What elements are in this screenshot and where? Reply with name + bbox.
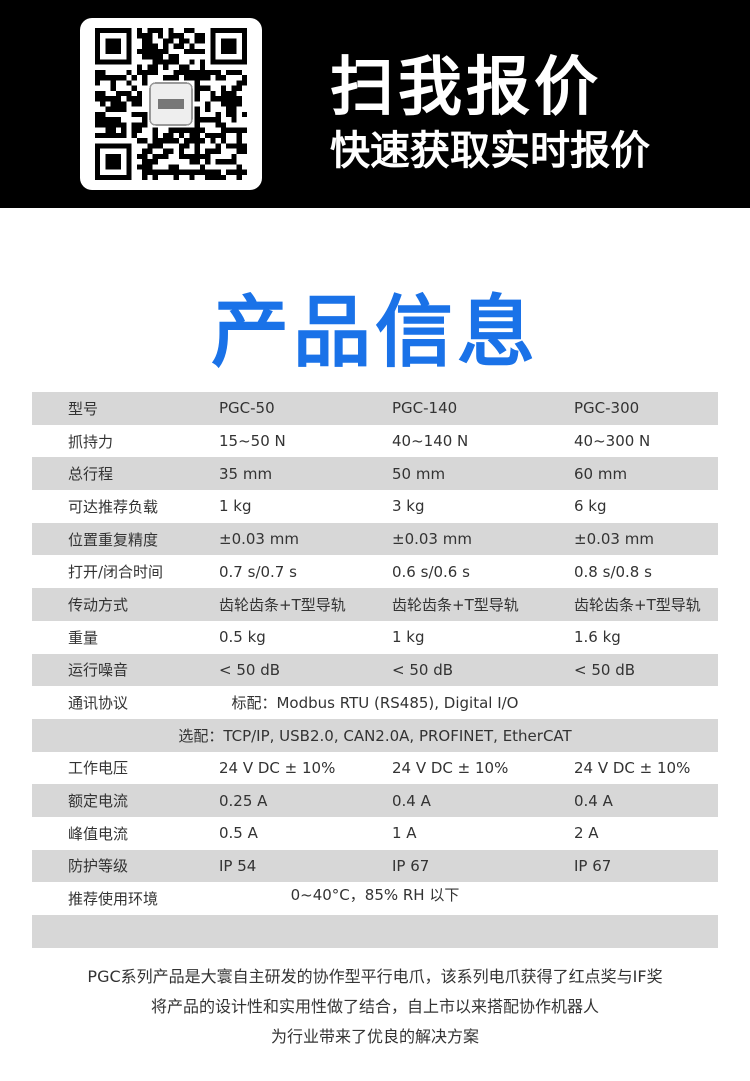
row-label: 防护等级 <box>68 857 129 876</box>
spanning-value: 选配：TCP/IP, USB2.0, CAN2.0A, PROFINET, Et… <box>178 726 572 745</box>
spanning-value: 0~40°C，85% RH 以下 <box>290 886 460 905</box>
table-row: 传动方式 齿轮齿条+T型导轨 齿轮齿条+T型导轨 齿轮齿条+T型导轨 <box>32 588 718 621</box>
cell-value: IP 67 <box>392 856 430 875</box>
cell-value: 15~50 N <box>219 432 286 451</box>
cell-value: 1 kg <box>392 628 425 647</box>
page-title: 产品信息 <box>210 288 539 378</box>
cell-value: 6 kg <box>574 497 607 516</box>
cell-value: < 50 dB <box>392 660 454 679</box>
cell-value: 0.5 A <box>219 824 258 843</box>
table-row: 抓持力 15~50 N 40~140 N 40~300 N <box>32 425 718 458</box>
cell-value: 0.4 A <box>392 791 431 810</box>
cell-value: PGC-140 <box>392 399 458 418</box>
cell-value: 0.8 s/0.8 s <box>574 562 652 581</box>
qr-code-icon <box>80 18 262 190</box>
row-label: 额定电流 <box>68 792 129 811</box>
row-label: 推荐使用环境 <box>68 890 159 909</box>
footer-line: 为行业带来了优良的解决方案 <box>270 1027 479 1046</box>
cell-value: PGC-50 <box>219 399 275 418</box>
table-row: 位置重复精度 ±0.03 mm ±0.03 mm ±0.03 mm <box>32 522 718 556</box>
row-label: 抓持力 <box>68 432 114 451</box>
cell-value: 1.6 kg <box>574 628 621 647</box>
cell-value: 40~140 N <box>392 432 469 451</box>
cell-value: 35 mm <box>219 464 273 483</box>
row-label: 工作电压 <box>68 759 129 778</box>
cell-value: 0.7 s/0.7 s <box>219 562 297 581</box>
row-label: 可达推荐负载 <box>68 497 159 516</box>
row-label: 传动方式 <box>68 595 129 614</box>
cell-value: PGC-300 <box>574 399 640 418</box>
spec-table: 型号 PGC-50 PGC-140 PGC-300 抓持力 15~50 N 40~140 N… <box>32 392 718 948</box>
footer-line: PGC系列产品是大寰自主研发的协作型平行电爪，该系列电爪获得了红点奖与IF奖 <box>87 967 663 986</box>
row-label: 重量 <box>68 628 99 647</box>
cell-value: 0.5 kg <box>219 628 266 647</box>
cell-value: IP 67 <box>574 856 612 875</box>
spanning-value: 标配：Modbus RTU (RS485), Digital I/O <box>231 694 519 713</box>
table-row: 打开/闭合时间 0.7 s/0.7 s 0.6 s/0.6 s 0.8 s/0.8 s <box>32 555 718 588</box>
table-row: 通讯协议 标配：Modbus RTU (RS485), Digital I/O <box>32 686 718 719</box>
cell-value: 60 mm <box>574 464 628 483</box>
table-row: 防护等级 IP 54 IP 67 IP 67 <box>32 849 718 883</box>
row-label: 运行噪音 <box>68 661 129 680</box>
table-row: 峰值电流 0.5 A 1 A 2 A <box>32 817 718 850</box>
table-row: 总行程 35 mm 50 mm 60 mm <box>32 457 718 491</box>
cell-value: 齿轮齿条+T型导轨 <box>392 595 519 614</box>
cell-value: IP 54 <box>219 856 257 875</box>
table-row <box>32 915 718 948</box>
table-row: 工作电压 24 V DC ± 10% 24 V DC ± 10% 24 V DC ± … <box>32 752 718 785</box>
table-row: 重量 0.5 kg 1 kg 1.6 kg <box>32 621 718 654</box>
table-row: 推荐使用环境 0~40°C，85% RH 以下 <box>32 882 718 915</box>
cell-value: < 50 dB <box>574 660 636 679</box>
cell-value: 2 A <box>574 824 599 843</box>
row-label: 打开/闭合时间 <box>68 563 164 582</box>
banner-subline: 快速获取实时报价 <box>330 128 650 174</box>
banner: 扫我报价 快速获取实时报价 <box>0 0 750 208</box>
row-label: 总行程 <box>68 465 114 484</box>
row-label: 型号 <box>68 399 99 418</box>
row-label: 峰值电流 <box>68 824 129 843</box>
cell-value: 24 V DC ± 10% <box>392 758 509 777</box>
table-row: 选配：TCP/IP, USB2.0, CAN2.0A, PROFINET, Et… <box>32 718 718 752</box>
cell-value: 3 kg <box>392 497 425 516</box>
cell-value: 24 V DC ± 10% <box>219 758 336 777</box>
cell-value: ±0.03 mm <box>574 530 654 549</box>
cell-value: 0.6 s/0.6 s <box>392 562 470 581</box>
cell-value: 40~300 N <box>574 432 651 451</box>
cell-value: 50 mm <box>392 464 446 483</box>
cell-value: < 50 dB <box>219 660 281 679</box>
cell-value: 24 V DC ± 10% <box>574 758 691 777</box>
cell-value: 1 kg <box>219 497 252 516</box>
row-label: 通讯协议 <box>68 694 129 713</box>
table-row: 额定电流 0.25 A 0.4 A 0.4 A <box>32 784 718 817</box>
table-row: 型号 PGC-50 PGC-140 PGC-300 <box>32 392 718 425</box>
cell-value: 齿轮齿条+T型导轨 <box>574 595 701 614</box>
cell-value: 齿轮齿条+T型导轨 <box>219 595 346 614</box>
cell-value: 0.4 A <box>574 791 613 810</box>
table-row: 可达推荐负载 1 kg 3 kg 6 kg <box>32 490 718 523</box>
cell-value: ±0.03 mm <box>219 530 299 549</box>
banner-headline: 扫我报价 <box>330 51 602 125</box>
cell-value: 1 A <box>392 824 417 843</box>
cell-value: ±0.03 mm <box>392 530 472 549</box>
cell-value: 0.25 A <box>219 791 268 810</box>
footer-line: 将产品的设计性和实用性做了结合，自上市以来搭配协作机器人 <box>150 997 599 1016</box>
table-row: 运行噪音 < 50 dB < 50 dB < 50 dB <box>32 653 718 687</box>
row-label: 位置重复精度 <box>68 530 159 549</box>
